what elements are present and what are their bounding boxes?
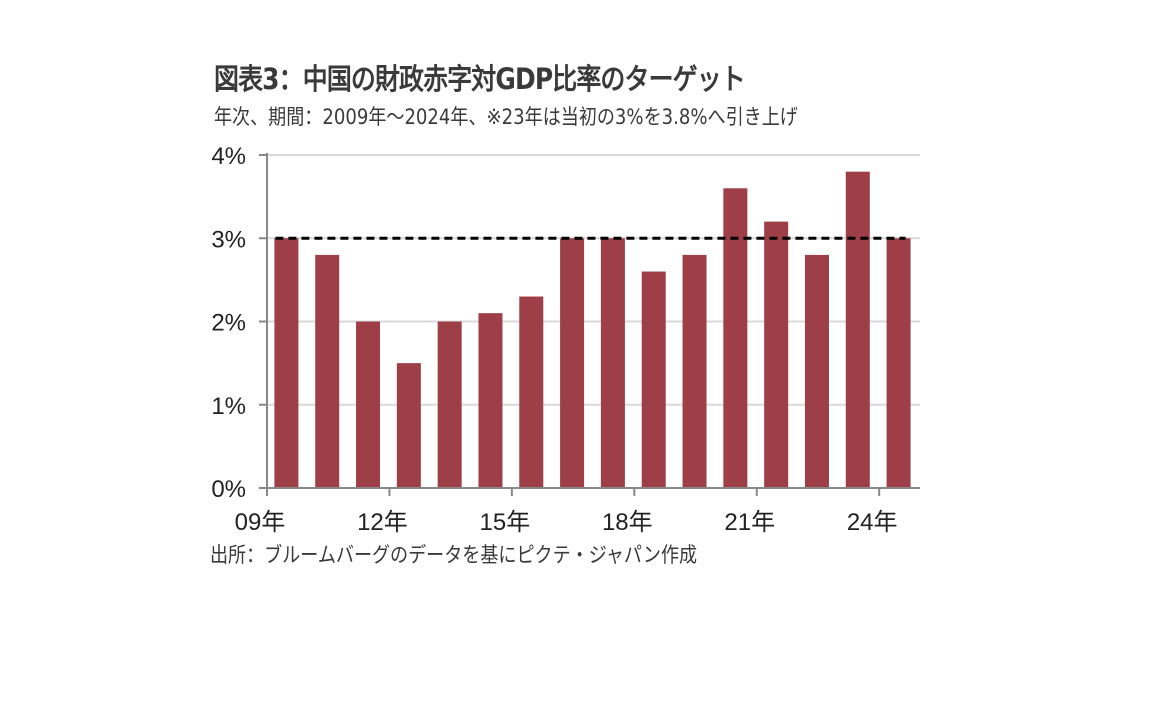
y-tick-label: 3% (211, 226, 246, 253)
chart-title: 図表3：中国の財政赤字対GDP比率のターゲット (214, 62, 746, 96)
bar-2017 (600, 238, 625, 488)
y-tick-labels: 0% 1% 2% 3% 4% (211, 143, 246, 503)
bars (274, 171, 911, 489)
source-note: 出所：ブルームバーグのデータを基にピクテ・ジャパン作成 (210, 543, 698, 567)
bar-2016 (560, 238, 585, 488)
bar-2018 (641, 271, 666, 488)
bar-2024 (886, 238, 911, 488)
y-tick-label: 1% (211, 393, 246, 420)
bar-2023 (845, 171, 870, 488)
bar-2020 (723, 188, 748, 489)
bar-2021 (764, 221, 789, 488)
y-tick-label: 0% (211, 476, 246, 503)
x-tick-label: 18年 (602, 509, 653, 536)
bar-2022 (804, 254, 829, 488)
chart-subtitle: 年次、期間：2009年～2024年、※23年は当初の3%を3.8%へ引き上げ (214, 105, 798, 129)
x-tick-label: 24年 (847, 509, 898, 536)
x-tick-label: 09年 (235, 509, 286, 536)
bar-2012 (396, 363, 421, 488)
y-tick-label: 4% (211, 143, 246, 170)
bar-2014 (478, 313, 503, 488)
bar-2019 (682, 254, 707, 488)
x-tick-label: 12年 (357, 509, 408, 536)
bar-2013 (437, 321, 462, 488)
x-tick-labels: 09年 12年 15年 18年 21年 24年 (235, 509, 898, 536)
x-tick-label: 21年 (724, 509, 775, 536)
bar-2011 (356, 321, 381, 488)
axes (259, 153, 920, 496)
y-tick-label: 2% (211, 310, 246, 337)
bar-2009 (274, 238, 299, 488)
x-tick-label: 15年 (480, 509, 531, 536)
bar-2015 (519, 296, 544, 488)
bar-2010 (315, 254, 340, 488)
